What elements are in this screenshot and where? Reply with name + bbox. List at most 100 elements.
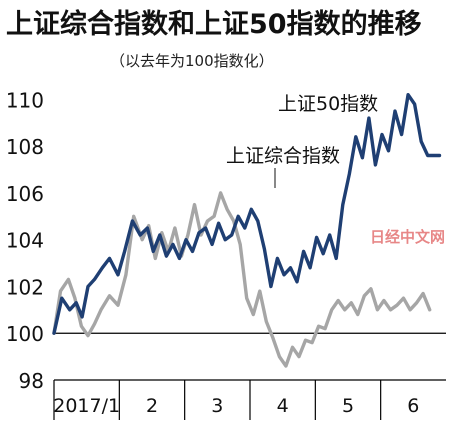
data-point-sse50-34 [282, 273, 286, 276]
data-point-sse50-9 [116, 273, 120, 276]
data-point-sse50-22 [204, 226, 207, 230]
data-point-sse50-48 [374, 163, 377, 167]
data-point-composite-29 [252, 313, 255, 316]
data-point-composite-12 [141, 238, 144, 241]
data-point-sse50-43 [341, 203, 344, 206]
x-tick-label-6: 6 [407, 395, 419, 417]
data-point-sse50-33 [276, 257, 279, 260]
data-point-sse50-17 [171, 243, 175, 246]
data-point-composite-38 [310, 341, 314, 344]
data-point-composite-4 [80, 325, 83, 328]
data-point-composite-43 [343, 308, 346, 312]
data-point-sse50-27 [237, 215, 240, 218]
data-point-composite-51 [395, 303, 399, 307]
data-point-composite-56 [428, 308, 431, 312]
data-point-sse50-19 [184, 238, 188, 241]
data-point-sse50-6 [93, 278, 96, 281]
data-point-composite-19 [186, 233, 190, 237]
data-point-sse50-50 [387, 149, 390, 153]
data-point-composite-14 [154, 257, 157, 260]
data-point-sse50-10 [123, 250, 126, 253]
data-point-sse50-58 [438, 154, 441, 157]
y-tick-label-108: 108 [6, 135, 44, 159]
x-tick-label-5: 5 [342, 395, 354, 417]
data-point-sse50-15 [158, 233, 162, 237]
data-point-composite-5 [86, 334, 90, 337]
data-point-composite-35 [291, 346, 294, 349]
data-point-composite-25 [225, 208, 229, 211]
data-point-sse50-52 [400, 133, 403, 136]
x-tick-label-3: 3 [211, 395, 223, 417]
data-point-sse50-47 [367, 116, 371, 120]
data-point-composite-11 [132, 215, 135, 218]
data-point-sse50-38 [308, 266, 312, 269]
y-tick-label-102: 102 [6, 275, 44, 299]
data-point-composite-20 [193, 203, 196, 206]
data-point-composite-42 [337, 299, 340, 302]
data-point-composite-34 [284, 364, 288, 368]
data-point-sse50-5 [86, 285, 90, 288]
data-point-sse50-20 [191, 250, 194, 253]
data-point-sse50-44 [348, 173, 351, 176]
data-point-sse50-30 [256, 219, 260, 223]
data-point-composite-41 [330, 308, 333, 312]
data-point-sse50-1 [60, 296, 64, 300]
data-point-sse50-28 [243, 226, 246, 230]
data-point-composite-46 [363, 294, 366, 298]
data-point-composite-50 [389, 308, 392, 312]
series-line-composite [52, 191, 432, 368]
data-point-composite-53 [408, 308, 412, 312]
data-point-sse50-21 [197, 231, 201, 234]
data-point-composite-1 [59, 289, 62, 293]
data-point-composite-8 [108, 294, 111, 298]
x-tick-label-1: 2017/1 [53, 395, 120, 417]
data-point-sse50-40 [321, 252, 325, 255]
chart-subtitle: （以去年为100指数化） [110, 52, 274, 70]
data-point-composite-48 [376, 308, 379, 312]
data-point-composite-33 [278, 355, 281, 358]
data-point-composite-45 [356, 313, 359, 316]
data-point-sse50-56 [426, 154, 429, 157]
data-point-composite-55 [421, 292, 425, 295]
data-point-sse50-39 [315, 236, 318, 239]
y-tick-label-98: 98 [19, 369, 44, 393]
data-point-sse50-12 [139, 233, 142, 237]
data-point-composite-31 [265, 320, 268, 323]
data-point-composite-22 [206, 219, 209, 223]
data-point-sse50-57 [431, 154, 435, 157]
data-point-composite-39 [317, 325, 320, 328]
data-point-sse50-3 [75, 301, 78, 305]
data-point-composite-9 [116, 303, 120, 307]
data-point-sse50-26 [230, 233, 233, 237]
data-point-sse50-13 [146, 226, 149, 230]
data-point-sse50-42 [335, 257, 338, 260]
data-point-sse50-35 [289, 266, 292, 269]
data-point-sse50-45 [354, 135, 358, 138]
data-point-composite-26 [232, 219, 235, 223]
data-point-sse50-49 [380, 133, 384, 136]
y-tick-label-100: 100 [6, 322, 44, 346]
watermark: 日经中文网 [370, 228, 446, 246]
data-point-composite-32 [271, 336, 275, 340]
x-tick-label-2: 2 [146, 395, 158, 417]
data-point-sse50-14 [152, 250, 155, 253]
data-point-sse50-31 [263, 247, 266, 251]
data-point-sse50-37 [302, 250, 305, 253]
data-point-composite-17 [173, 226, 177, 230]
data-point-composite-13 [147, 224, 150, 227]
data-point-composite-30 [258, 289, 261, 293]
annotation-sse50: 上证50指数 [278, 93, 378, 115]
data-point-composite-36 [297, 355, 301, 358]
data-point-composite-6 [93, 322, 96, 326]
data-point-sse50-53 [406, 93, 410, 96]
data-point-composite-21 [199, 233, 203, 237]
data-point-sse50-29 [250, 208, 253, 211]
data-point-composite-15 [160, 231, 163, 234]
data-point-composite-3 [73, 296, 77, 300]
data-point-sse50-2 [68, 308, 71, 312]
data-point-sse50-41 [328, 233, 331, 237]
x-tick-label-4: 4 [277, 395, 289, 417]
data-point-sse50-23 [210, 243, 214, 246]
data-point-sse50-32 [269, 285, 273, 288]
